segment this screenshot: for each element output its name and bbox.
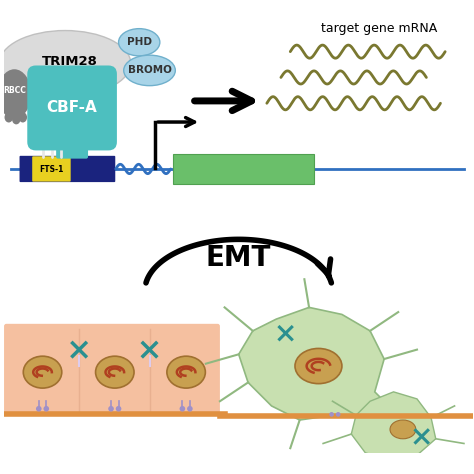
FancyBboxPatch shape xyxy=(32,156,71,182)
Ellipse shape xyxy=(12,114,20,124)
FancyBboxPatch shape xyxy=(4,324,220,415)
Text: BROMO: BROMO xyxy=(128,65,172,75)
Ellipse shape xyxy=(23,356,62,388)
Ellipse shape xyxy=(116,406,121,411)
Text: TRIM28: TRIM28 xyxy=(42,55,98,67)
Ellipse shape xyxy=(0,69,31,118)
Ellipse shape xyxy=(96,356,134,388)
Bar xyxy=(173,154,314,184)
Ellipse shape xyxy=(167,356,205,388)
Text: RBCC: RBCC xyxy=(3,86,26,95)
Ellipse shape xyxy=(124,55,175,86)
Text: PHD: PHD xyxy=(127,37,152,47)
Ellipse shape xyxy=(336,412,340,417)
Ellipse shape xyxy=(118,28,160,56)
Ellipse shape xyxy=(295,348,342,383)
Polygon shape xyxy=(351,392,436,460)
Ellipse shape xyxy=(44,406,49,411)
Ellipse shape xyxy=(404,456,409,461)
Ellipse shape xyxy=(18,112,27,122)
FancyBboxPatch shape xyxy=(27,65,117,150)
FancyBboxPatch shape xyxy=(56,136,88,159)
Ellipse shape xyxy=(5,112,13,122)
Ellipse shape xyxy=(180,406,185,411)
Polygon shape xyxy=(239,307,393,420)
Ellipse shape xyxy=(390,420,416,439)
Ellipse shape xyxy=(411,456,416,461)
Text: target gene mRNA: target gene mRNA xyxy=(321,22,438,35)
Text: EMT: EMT xyxy=(206,244,272,272)
Text: FTS-1: FTS-1 xyxy=(39,165,64,174)
Ellipse shape xyxy=(108,406,114,411)
Ellipse shape xyxy=(0,30,131,96)
Text: CBF-A: CBF-A xyxy=(47,100,98,116)
Ellipse shape xyxy=(187,406,193,411)
Ellipse shape xyxy=(329,412,334,417)
FancyBboxPatch shape xyxy=(19,156,115,182)
Ellipse shape xyxy=(36,406,42,411)
